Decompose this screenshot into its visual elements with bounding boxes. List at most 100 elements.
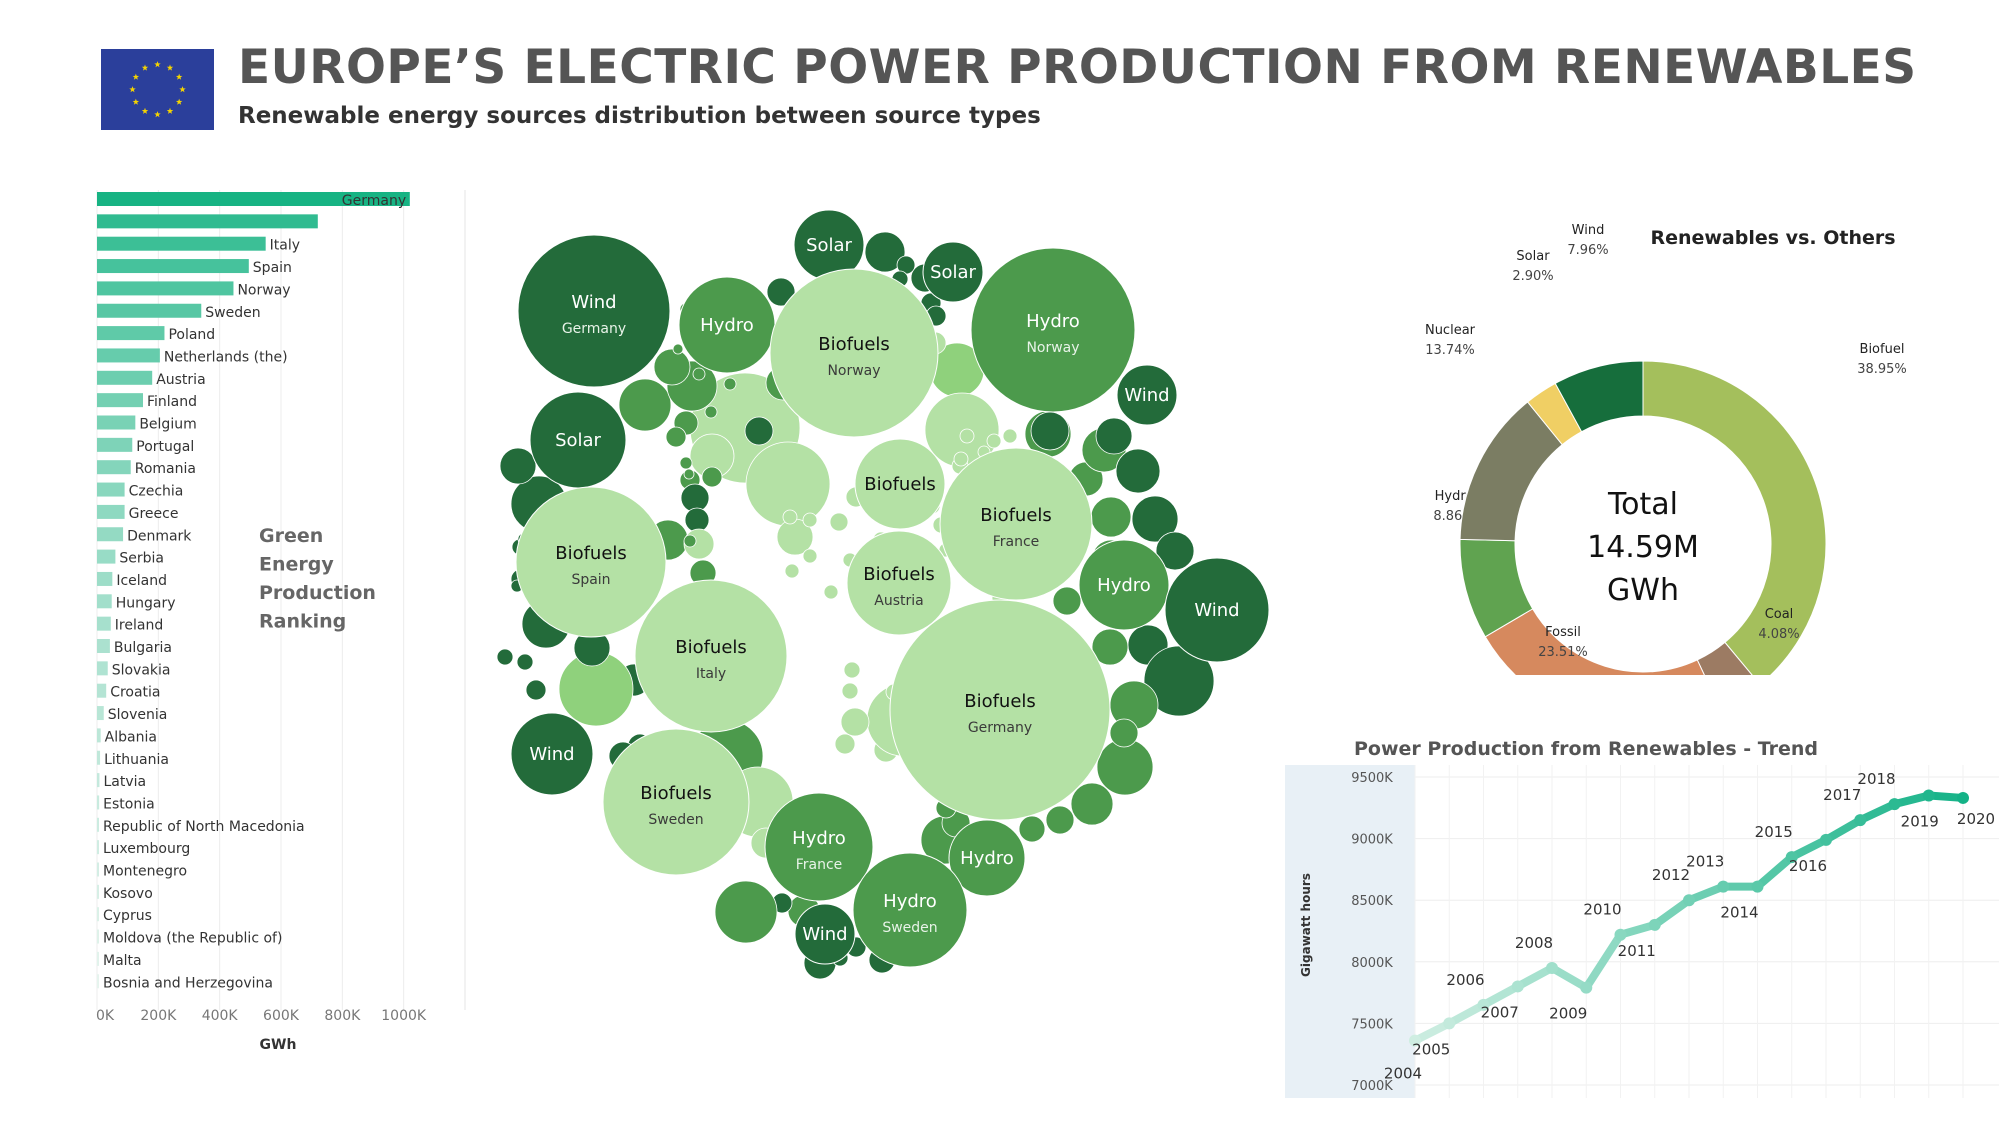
bar: [97, 616, 111, 631]
bubble: [852, 852, 968, 968]
bubble: [634, 579, 788, 733]
bar-label: Spain: [253, 260, 292, 276]
page-subtitle: Renewable energy sources distribution be…: [238, 103, 1041, 129]
bubble: [714, 880, 778, 944]
bar-label: Kosovo: [103, 886, 153, 902]
bar: [97, 482, 125, 497]
flag-star-icon: [175, 98, 183, 105]
x-tick-label: 2019: [1901, 812, 1939, 830]
side-label: Green: [259, 525, 323, 547]
bubble: [854, 438, 946, 530]
trend-segment: [1513, 963, 1556, 991]
x-tick-label: 2006: [1446, 971, 1484, 989]
bubble-label: Biofuels: [818, 334, 890, 355]
x-tick-label: 0K: [96, 1008, 115, 1024]
donut-center-text: Total: [1607, 487, 1678, 522]
trend-point: [1957, 791, 1969, 804]
bubble: [1155, 531, 1195, 571]
trend-point: [1546, 961, 1558, 974]
bubble: [510, 712, 594, 796]
bar: [97, 415, 136, 430]
donut-title: Renewables vs. Others: [1650, 227, 1895, 249]
bar-label: Belgium: [139, 417, 196, 433]
flag-star-icon: [132, 98, 140, 105]
bar-label: Portugal: [136, 439, 194, 455]
bar-label: Netherlands (the): [164, 349, 288, 365]
bar-label: Hungary: [116, 595, 176, 611]
bubble: [496, 648, 514, 666]
trend-point: [1648, 918, 1661, 931]
bubble: [794, 903, 856, 965]
bar-label: Slovenia: [108, 707, 168, 723]
bubble: [802, 548, 818, 564]
bar-label: Italy: [270, 238, 300, 254]
bubble: [841, 682, 859, 700]
bubble: [922, 241, 984, 303]
trend-segment: [1479, 982, 1522, 1009]
x-tick-label: 600K: [263, 1008, 300, 1024]
x-tick-label: 2009: [1549, 1005, 1587, 1023]
trend-segment: [1685, 882, 1728, 905]
flag-star-icon: [175, 73, 183, 80]
bar: [97, 281, 234, 296]
bubble-label: Biofuels: [964, 691, 1036, 712]
x-tick-label: 2014: [1720, 904, 1758, 922]
donut-slice: [1696, 641, 1753, 675]
slice-value: 23.51%: [1538, 645, 1588, 660]
donut-chart: Biofuel38.95%Coal4.08%Fossil23.51%Hydro8…: [1425, 223, 1907, 675]
bubble: [517, 234, 671, 388]
bubble: [516, 653, 534, 671]
side-label: Energy: [259, 554, 334, 576]
bar-label: Poland: [168, 327, 215, 343]
bubble-sublabel: Sweden: [648, 812, 703, 828]
flag-star-icon: [154, 111, 161, 118]
x-tick-label: 2017: [1823, 786, 1861, 804]
flag-star-icon: [179, 86, 186, 93]
bar: [97, 303, 202, 318]
trend-point: [1854, 814, 1867, 827]
bubble: [1052, 586, 1082, 616]
x-tick-label: 2005: [1412, 1040, 1450, 1058]
x-tick-label: 2011: [1618, 942, 1656, 960]
y-tick-label: 8500K: [1351, 894, 1393, 909]
y-tick-label: 7500K: [1351, 1017, 1393, 1032]
bubble-label: Wind: [529, 744, 574, 765]
bubble-sublabel: Norway: [827, 363, 880, 379]
bar-label: Moldova (the Republic of): [103, 931, 282, 947]
page-title: EUROPE’S ELECTRIC POWER PRODUCTION FROM …: [238, 40, 1917, 95]
bubble: [769, 268, 939, 438]
flag-star-icon: [166, 107, 174, 114]
bubble: [1115, 448, 1161, 494]
x-tick-label: 2012: [1652, 866, 1690, 884]
bar: [97, 862, 99, 877]
bar: [97, 259, 249, 274]
bar: [97, 594, 112, 609]
bar-label: Cyprus: [103, 908, 152, 924]
eu-flag-icon: [101, 49, 214, 130]
bubble: [802, 512, 818, 528]
bar-label: Malta: [103, 953, 142, 969]
bar: [97, 326, 165, 341]
bar: [97, 706, 104, 721]
slice-label: Fossil: [1545, 625, 1581, 640]
bubble-label: Biofuels: [555, 543, 627, 564]
trend-segment: [1445, 1000, 1488, 1028]
bar-label: Serbia: [119, 551, 164, 567]
bubble: [515, 486, 667, 638]
trend-point: [1785, 851, 1798, 864]
bar: [97, 661, 108, 676]
y-tick-label: 8000K: [1351, 956, 1393, 971]
bubble: [846, 530, 952, 636]
y-axis-label: Gigawatt hours: [1299, 873, 1313, 977]
bubble-sublabel: France: [993, 534, 1040, 550]
y-tick-label: 9500K: [1351, 771, 1393, 786]
x-tick-label: 2020: [1957, 810, 1995, 828]
slice-label: Wind: [1572, 223, 1605, 238]
donut-slice: [1484, 608, 1705, 675]
bubble: [959, 428, 975, 444]
bubble: [1090, 496, 1132, 538]
bubble-sublabel: Austria: [874, 593, 923, 609]
bubble: [1045, 805, 1075, 835]
bubble: [602, 728, 750, 876]
bubble: [1030, 411, 1070, 451]
